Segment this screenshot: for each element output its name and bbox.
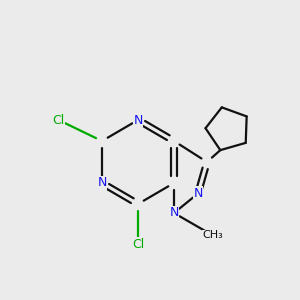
Text: N: N: [133, 113, 143, 127]
Text: N: N: [193, 187, 203, 200]
Text: Cl: Cl: [132, 238, 144, 251]
Text: CH₃: CH₃: [202, 230, 224, 241]
Text: Cl: Cl: [52, 113, 64, 127]
Text: N: N: [97, 176, 107, 190]
Text: N: N: [169, 206, 179, 220]
